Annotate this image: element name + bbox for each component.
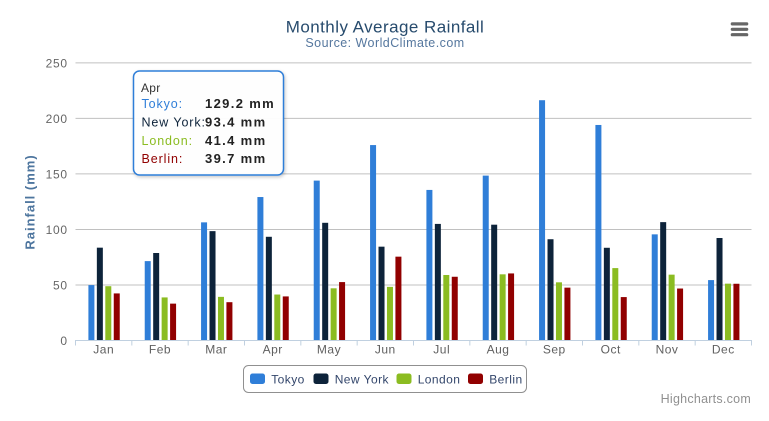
svg-text:129.2 mm: 129.2 mm	[205, 96, 275, 111]
svg-text:Highcharts.com: Highcharts.com	[661, 392, 751, 406]
svg-text:Jul: Jul	[433, 343, 450, 357]
svg-text:Sep: Sep	[543, 343, 566, 357]
svg-text:Tokyo:: Tokyo:	[142, 97, 184, 111]
svg-text:Tokyo: Tokyo	[271, 373, 305, 387]
svg-text:0: 0	[60, 334, 67, 348]
svg-text:Monthly Average Rainfall: Monthly Average Rainfall	[286, 18, 485, 37]
svg-text:Apr: Apr	[263, 343, 283, 357]
svg-text:39.7 mm: 39.7 mm	[205, 151, 266, 166]
svg-text:Feb: Feb	[149, 343, 171, 357]
svg-text:Berlin:: Berlin:	[142, 152, 184, 166]
svg-text:50: 50	[53, 279, 68, 293]
svg-text:Dec: Dec	[712, 343, 735, 357]
svg-text:New York:: New York:	[142, 115, 206, 129]
svg-text:London:: London:	[142, 134, 193, 148]
svg-text:May: May	[317, 343, 341, 357]
svg-text:Source: WorldClimate.com: Source: WorldClimate.com	[305, 36, 464, 50]
svg-text:New York: New York	[335, 373, 390, 387]
svg-text:Apr: Apr	[141, 81, 161, 95]
svg-text:41.4 mm: 41.4 mm	[205, 133, 266, 148]
svg-text:London: London	[418, 373, 461, 387]
svg-text:Berlin: Berlin	[489, 373, 522, 387]
svg-text:200: 200	[46, 112, 68, 126]
svg-text:Nov: Nov	[656, 343, 679, 357]
svg-text:100: 100	[46, 223, 68, 237]
svg-text:Mar: Mar	[205, 343, 227, 357]
svg-text:Jan: Jan	[93, 343, 114, 357]
svg-text:Jun: Jun	[375, 343, 396, 357]
svg-text:250: 250	[46, 57, 68, 71]
svg-text:Rainfall (mm): Rainfall (mm)	[22, 154, 37, 249]
svg-text:150: 150	[46, 168, 68, 182]
svg-text:Oct: Oct	[601, 343, 621, 357]
svg-text:Aug: Aug	[487, 343, 510, 357]
svg-text:93.4 mm: 93.4 mm	[205, 114, 266, 129]
